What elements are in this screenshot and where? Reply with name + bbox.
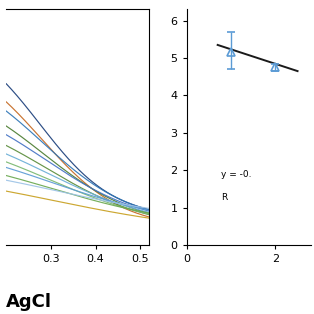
Text: y = -0.: y = -0. — [221, 170, 252, 179]
Text: R: R — [221, 193, 228, 202]
Text: AgCl: AgCl — [6, 293, 52, 311]
